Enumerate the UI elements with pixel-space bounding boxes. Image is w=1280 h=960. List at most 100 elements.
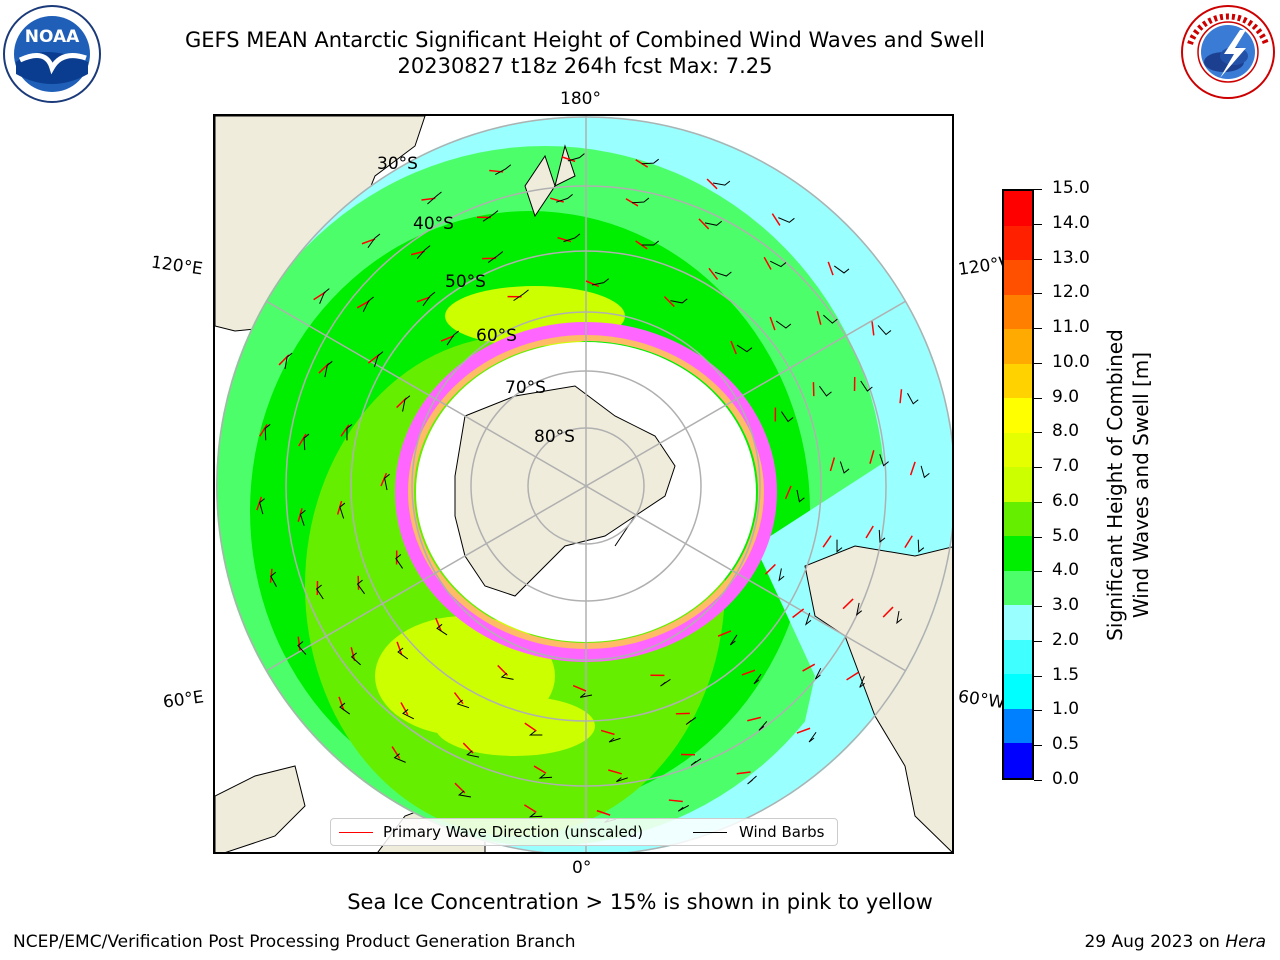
wind-barb [804, 612, 812, 626]
forecast-subtitle: 20230827 t18z 264h fcst Max: 7.25 [397, 54, 773, 78]
wave-direction-arrow [336, 500, 343, 515]
wind-barb [704, 220, 723, 226]
wave-direction-arrow [899, 389, 903, 404]
wind-barb [402, 709, 415, 720]
wind-barb [528, 812, 543, 818]
wind-barb [907, 392, 919, 405]
colorbar-tick-mark [1034, 606, 1042, 608]
wind-barb [494, 164, 512, 175]
wind-barb [758, 721, 768, 731]
wind-barb [270, 571, 277, 588]
wind-barb [819, 385, 832, 397]
wave-direction-arrow [846, 671, 859, 681]
colorbar-tick-label: 4.0 [1052, 560, 1080, 581]
colorbar-tick-mark [1034, 467, 1042, 469]
wave-direction-arrow [904, 535, 913, 549]
wave-direction-arrow [561, 156, 576, 163]
colorbar-segment [1004, 639, 1032, 675]
wind-barb [362, 296, 374, 313]
wind-barb [808, 731, 817, 743]
wind-barb [591, 278, 610, 286]
wave-direction-arrow [259, 423, 268, 437]
wave-direction-arrow [736, 771, 751, 775]
wind-barb [339, 702, 351, 715]
wind-barb [780, 411, 794, 423]
colorbar-segment [1004, 432, 1032, 468]
wave-direction-arrow [909, 461, 916, 476]
wind-barb [859, 676, 866, 688]
wind-barb [677, 805, 690, 812]
colorbar-tick-label: 3.0 [1052, 595, 1080, 616]
wind-barb [339, 502, 346, 519]
lon-label-60w: 60°W [956, 686, 1007, 714]
wind-barb [753, 673, 762, 685]
wind-barb [324, 360, 333, 378]
wave-direction-arrow [256, 496, 263, 511]
wind-barb [641, 158, 660, 165]
wave-direction-arrow [400, 702, 409, 716]
colorbar-tick-label: 8.0 [1052, 421, 1080, 442]
wave-direction-arrow [338, 696, 345, 711]
wave-direction-arrow [784, 485, 792, 500]
lon-label-0: 0° [572, 858, 592, 878]
colorbar-tick-mark [1034, 223, 1042, 225]
wind-barb [393, 753, 406, 763]
wave-direction-arrow [416, 296, 431, 303]
wind-barb [395, 554, 404, 569]
wind-barb [778, 217, 795, 223]
wave-direction-arrow [829, 457, 836, 472]
wave-direction-arrow [550, 197, 564, 203]
colorbar-segment [1004, 329, 1032, 364]
wave-direction-arrow [572, 684, 587, 692]
colorbar-segment [1004, 363, 1032, 399]
wind-barb [422, 291, 436, 307]
lon-label-60e: 60°E [161, 687, 206, 713]
lat-label-50s: 50°S [445, 272, 486, 292]
wave-direction-arrow [635, 240, 648, 250]
wave-direction-arrow [802, 663, 816, 672]
wind-barb [456, 699, 470, 709]
wind-barb [538, 773, 553, 779]
wave-direction-arrow [380, 472, 388, 487]
wave-direction-arrow [600, 729, 615, 736]
wave-direction-arrow [298, 433, 307, 447]
wind-barb [823, 314, 838, 324]
footer-date: 29 Aug 2023 on Hera [1084, 932, 1266, 952]
colorbar-tick-label: 13.0 [1052, 247, 1090, 268]
colorbar-segment [1004, 467, 1032, 502]
wave-direction-arrow [842, 598, 854, 610]
wave-direction-arrow [882, 606, 894, 618]
colorbar-tick-mark [1034, 432, 1042, 434]
wind-barb [778, 568, 785, 582]
wave-direction-arrow [668, 799, 683, 803]
wind-barb [446, 330, 459, 346]
wind-barb [264, 423, 271, 441]
wave-direction-arrow [440, 335, 455, 342]
wind-barb [878, 529, 886, 543]
wave-direction-arrow [635, 159, 649, 168]
colorbar-tick-mark [1034, 536, 1042, 538]
wind-barb [814, 667, 822, 680]
wind-barb [427, 191, 442, 205]
wave-direction-arrow [763, 256, 772, 270]
wind-barb [397, 647, 409, 660]
colorbar-segment [1004, 398, 1032, 433]
wave-direction-arrow [822, 535, 832, 548]
wave-direction-arrow [769, 316, 776, 331]
colorbar-segment [1004, 225, 1032, 261]
wind-barb [315, 584, 324, 600]
wind-barb [259, 498, 265, 515]
wind-barb [660, 678, 671, 687]
wind-barb [877, 325, 892, 336]
wind-barb [487, 251, 504, 263]
wind-barb [303, 433, 310, 451]
wave-direction-arrow [827, 261, 834, 276]
colorbar-tick-mark [1034, 675, 1042, 677]
wave-direction-arrow [717, 630, 732, 637]
colorbar-tick-label: 7.0 [1052, 456, 1080, 477]
footer-host: Hera [1225, 932, 1266, 952]
wind-barb [833, 265, 850, 274]
wave-direction-arrow [297, 636, 301, 651]
colorbar-segment [1004, 570, 1032, 606]
legend-wind-barbs: Wind Barbs [739, 823, 825, 841]
